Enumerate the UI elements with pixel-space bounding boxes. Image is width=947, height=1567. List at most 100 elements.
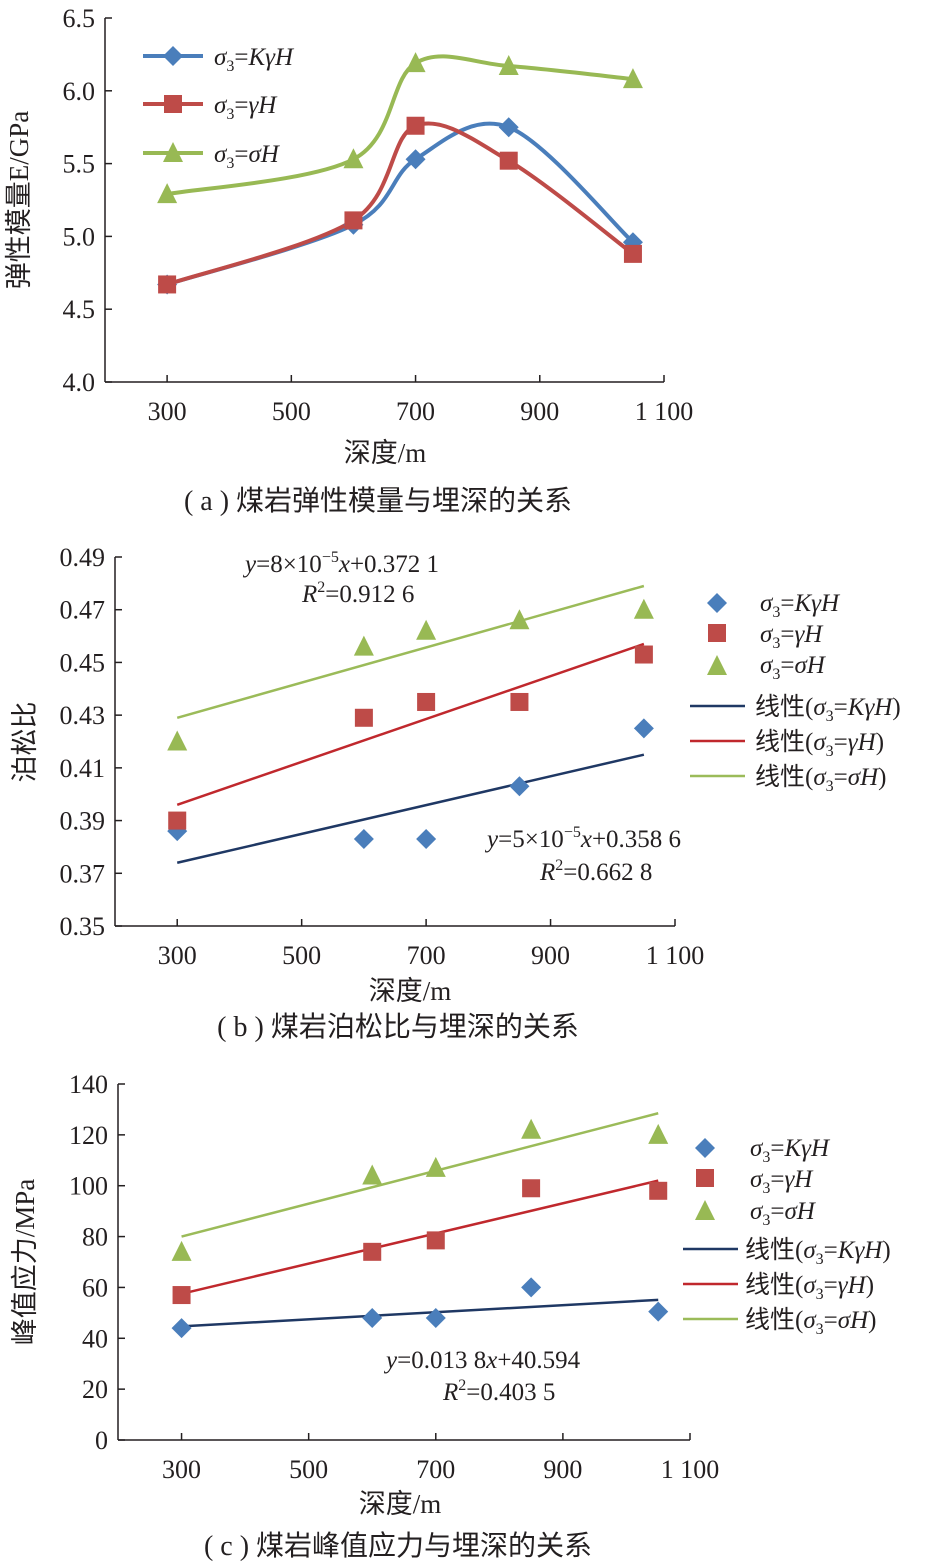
panel-c: 0 20 40 60 80 100 120 140 300 500 700 900 1 100 峰值应力… (10, 1070, 891, 1562)
data-point-triangle (648, 1123, 669, 1144)
data-point-diamond (405, 149, 426, 170)
data-point-diamond (416, 829, 437, 850)
y-tick-label: 0.39 (60, 807, 106, 836)
panel-b-legend: σ3=KγH σ3=γH σ3=σH 线性(σ3=KγH) 线性(σ3=γH) … (690, 590, 901, 795)
data-point-square (344, 211, 363, 230)
data-point-square (522, 1179, 541, 1198)
panel-b-equation-1-line: y=8×10−5x+0.372 1 (242, 549, 439, 578)
y-tick-label: 0.49 (60, 543, 106, 572)
y-tick-label: 40 (82, 1324, 108, 1353)
y-tick-label: 20 (82, 1375, 108, 1404)
y-tick-label: 140 (69, 1070, 108, 1099)
panel-c-y-axis-title: 峰值应力/MPa (10, 1179, 40, 1346)
panel-b-y-axis-title: 泊松比 (10, 702, 40, 783)
data-point-triangle (171, 1240, 192, 1261)
legend-rest-italic: KγH (247, 44, 295, 71)
y-tick-label: 4.0 (63, 368, 96, 397)
legend-sigma: σ (214, 141, 228, 168)
panel-c-equation-1: y=0.013 8x+40.594 R2=0.403 5 (383, 1347, 581, 1406)
panel-b-legend-label-2: σ3=γH (760, 621, 824, 652)
x-tick-label: 500 (272, 397, 311, 426)
data-point-triangle (633, 598, 654, 619)
trend-line (176, 642, 645, 806)
panel-a-legend-item-gH: σ3=γH (143, 92, 278, 123)
x-tick-label: 1 100 (646, 941, 705, 970)
data-point-triangle (498, 55, 519, 76)
panel-a-legend-label-2: σ3=γH (214, 92, 278, 123)
panel-a-legend-label-3: σ3=σH (214, 141, 281, 172)
data-point-diamond (425, 1307, 446, 1328)
legend-diamond-marker (695, 1138, 715, 1158)
data-point-square (623, 244, 642, 263)
panel-c-trendlines (181, 1112, 659, 1328)
panel-a-ticks: 4.0 4.5 5.0 5.5 6.0 6.5 300 500 700 900 1 100 (63, 4, 694, 426)
legend-triangle-marker (695, 1200, 715, 1220)
x-tick-label: 300 (148, 397, 187, 426)
x-tick-label: 300 (162, 1455, 201, 1484)
x-tick-label: 700 (416, 1455, 455, 1484)
panel-b-equation-1: y=8×10−5x+0.372 1 R2=0.912 6 (242, 549, 439, 608)
data-point-triangle (353, 635, 374, 656)
legend-sub: 3 (226, 58, 234, 75)
panel-a-legend: σ3=KγH σ3=γH σ3=σH (143, 44, 295, 172)
panel-b-legend-label-3: σ3=σH (760, 652, 827, 683)
y-tick-label: 0.47 (60, 596, 106, 625)
panel-b-caption: ( b ) 煤岩泊松比与埋深的关系 (217, 1011, 579, 1043)
y-tick-label: 5.5 (63, 150, 96, 179)
legend-rest: = (234, 141, 248, 168)
panel-b-legend-label-1: σ3=KγH (760, 590, 841, 621)
panel-b-r2-1-line: R2=0.912 6 (301, 579, 414, 608)
y-tick-label: 60 (82, 1273, 108, 1302)
data-point-square (417, 692, 436, 711)
panel-b-r2-2-line: R2=0.662 8 (539, 857, 652, 886)
data-point-triangle (405, 52, 426, 73)
data-point-square (426, 1231, 445, 1250)
y-tick-label: 0 (95, 1426, 108, 1455)
panel-b-legend-label-4: 线性(σ3=KγH) (755, 693, 901, 725)
panel-a-legend-item-sH: σ3=σH (143, 141, 281, 172)
data-point-triangle (362, 1164, 383, 1185)
legend-sigma: σ (214, 44, 228, 71)
data-point-triangle (343, 148, 364, 169)
panel-c-legend-label-2: σ3=γH (750, 1166, 814, 1197)
legend-rest: = (234, 44, 248, 71)
y-tick-label: 5.0 (63, 222, 96, 251)
y-tick-label: 0.45 (60, 648, 106, 677)
data-point-triangle (157, 183, 178, 204)
panel-c-legend-label-6: 线性(σ3=σH) (745, 1306, 877, 1338)
data-point-square (363, 1242, 382, 1261)
x-tick-label: 900 (543, 1455, 582, 1484)
legend-triangle-marker (707, 655, 727, 675)
legend-rest-italic: σH (248, 141, 280, 168)
panel-b-legend-label-6: 线性(σ3=σH) (755, 763, 887, 795)
trend-line (176, 584, 645, 719)
x-tick-label: 500 (289, 1455, 328, 1484)
panel-b: 0.35 0.37 0.39 0.41 0.43 0.45 0.47 0.49 300 500 70… (10, 543, 901, 1043)
data-point-triangle (425, 1156, 446, 1177)
data-point-square (406, 116, 425, 135)
x-tick-label: 900 (520, 397, 559, 426)
y-tick-label: 120 (69, 1121, 108, 1150)
legend-sub: 3 (226, 106, 234, 123)
panel-a-caption: ( a ) 煤岩弹性模量与埋深的关系 (184, 485, 572, 517)
x-tick-label: 700 (396, 397, 435, 426)
legend-sigma: σ (214, 92, 228, 119)
panel-a-legend-item-ktH: σ3=KγH (143, 44, 295, 75)
panel-c-legend: σ3=KγH σ3=γH σ3=σH 线性(σ3=KγH) 线性(σ3=γH) … (683, 1135, 891, 1338)
data-point-diamond (498, 117, 519, 138)
panel-c-legend-label-3: σ3=σH (750, 1198, 817, 1229)
trend-line (181, 1112, 659, 1238)
panel-c-legend-label-4: 线性(σ3=KγH) (745, 1236, 891, 1268)
data-point-square (172, 1286, 191, 1305)
panel-a-legend-label-1: σ3=KγH (214, 44, 295, 75)
panel-c-legend-label-1: σ3=KγH (750, 1135, 831, 1166)
x-tick-label: 900 (531, 941, 570, 970)
panel-a-plot-area: 4.0 4.5 5.0 5.5 6.0 6.5 300 500 700 900 1 100 (63, 4, 694, 426)
y-tick-label: 0.43 (60, 701, 106, 730)
panel-b-equation-2-line: y=5×10−5x+0.358 6 (484, 824, 681, 853)
y-tick-label: 0.41 (60, 754, 106, 783)
data-point-square (168, 811, 187, 830)
legend-square-marker (696, 1169, 714, 1187)
data-point-square (510, 692, 529, 711)
